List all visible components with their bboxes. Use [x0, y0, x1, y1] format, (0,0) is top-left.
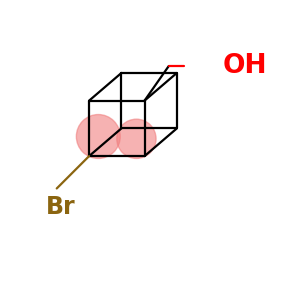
Circle shape — [76, 115, 120, 158]
Text: OH: OH — [223, 53, 268, 79]
Text: Br: Br — [46, 195, 76, 219]
Circle shape — [117, 119, 156, 158]
